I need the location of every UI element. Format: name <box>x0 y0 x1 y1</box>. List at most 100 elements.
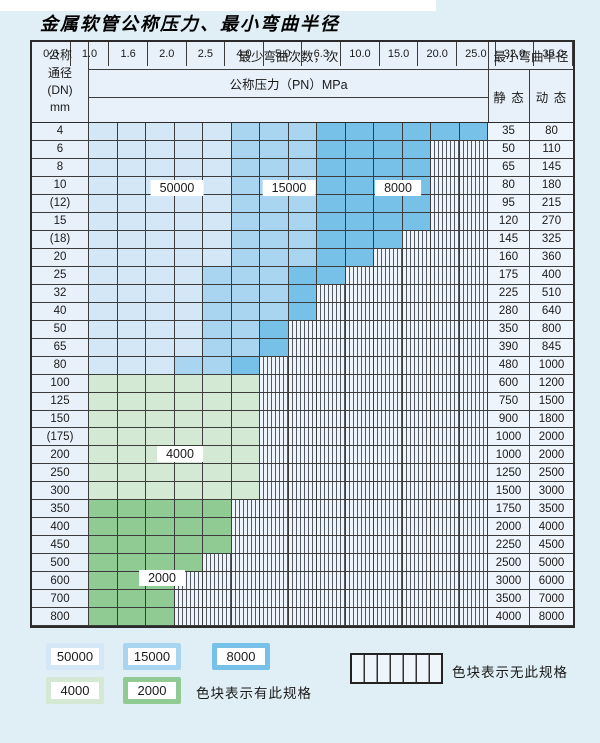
no-spec-cell <box>288 482 317 501</box>
no-spec-cell <box>288 590 317 609</box>
spec-cell <box>203 518 232 537</box>
spec-cell <box>174 482 203 501</box>
spec-cell <box>345 194 374 213</box>
table-row: 125 750 1500 <box>32 392 573 411</box>
legend-no-spec-swatch <box>350 653 443 684</box>
spec-cell <box>345 158 374 177</box>
legend-swatch: 4000 <box>46 677 104 704</box>
dynamic-value-cell: 6000 <box>530 572 573 591</box>
no-spec-cell <box>260 590 289 609</box>
spec-cell <box>146 140 175 159</box>
spec-cell <box>288 266 317 285</box>
spec-cell <box>146 500 175 519</box>
spec-cell <box>203 194 232 213</box>
spec-cell <box>231 302 260 321</box>
no-spec-cell <box>431 590 460 609</box>
no-spec-cell <box>374 284 403 303</box>
spec-cell <box>89 608 118 627</box>
no-spec-cell <box>317 482 346 501</box>
no-spec-cell <box>459 428 488 447</box>
dn-cell: 10 <box>32 176 89 195</box>
spec-cell <box>345 123 374 141</box>
dn-cell: 6 <box>32 140 89 159</box>
spec-cell <box>260 266 289 285</box>
no-spec-cell <box>431 230 460 249</box>
spec-cell <box>260 194 289 213</box>
static-value-cell: 1750 <box>488 500 530 519</box>
dynamic-value-cell: 1200 <box>530 374 573 393</box>
dynamic-value-cell: 4500 <box>530 536 573 555</box>
dynamic-value-cell: 8000 <box>530 608 573 627</box>
spec-cell <box>146 302 175 321</box>
pressure-header-cell: 25.0 <box>457 42 496 66</box>
no-spec-cell <box>345 428 374 447</box>
no-spec-cell <box>459 392 488 411</box>
dn-cell: 125 <box>32 392 89 411</box>
no-spec-cell <box>317 446 346 465</box>
spec-cell <box>231 284 260 303</box>
spec-cell <box>89 590 118 609</box>
spec-cell <box>117 284 146 303</box>
spec-cell <box>89 554 118 573</box>
spec-cell <box>231 338 260 357</box>
dynamic-value-cell: 3000 <box>530 482 573 501</box>
spec-cell <box>146 230 175 249</box>
no-spec-cell <box>459 176 488 195</box>
no-spec-cell <box>431 500 460 519</box>
no-spec-cell <box>260 554 289 573</box>
no-spec-cell <box>374 590 403 609</box>
dynamic-value-cell: 845 <box>530 338 573 357</box>
dn-cell: 400 <box>32 518 89 537</box>
no-spec-cell <box>431 212 460 231</box>
spec-cell <box>117 518 146 537</box>
no-spec-cell <box>317 554 346 573</box>
spec-cell <box>231 392 260 411</box>
spec-cell <box>260 338 289 357</box>
spec-cell <box>317 123 346 141</box>
spec-cell <box>374 230 403 249</box>
no-spec-cell <box>402 302 431 321</box>
no-spec-cell <box>345 284 374 303</box>
no-spec-cell <box>431 446 460 465</box>
no-spec-cell <box>459 338 488 357</box>
table-row: 6 50 110 <box>32 140 573 159</box>
no-spec-cell <box>431 338 460 357</box>
table-row: 80 480 1000 <box>32 356 573 375</box>
spec-cell <box>288 284 317 303</box>
no-spec-cell <box>431 356 460 375</box>
no-spec-cell <box>402 284 431 303</box>
static-value-cell: 50 <box>488 140 530 159</box>
spec-cell <box>203 536 232 555</box>
spec-cell <box>203 500 232 519</box>
no-spec-cell <box>431 536 460 555</box>
spec-cell <box>89 536 118 555</box>
dn-cell: 4 <box>32 123 89 141</box>
no-spec-cell <box>459 518 488 537</box>
no-spec-cell <box>288 572 317 591</box>
spec-cell <box>288 140 317 159</box>
spec-cell <box>174 212 203 231</box>
spec-cell <box>117 338 146 357</box>
spec-cell <box>174 320 203 339</box>
spec-cell <box>203 392 232 411</box>
spec-cell <box>203 482 232 501</box>
spec-cell <box>174 140 203 159</box>
no-spec-cell <box>203 608 232 627</box>
pressure-header-cell: 20.0 <box>418 42 458 66</box>
no-spec-cell <box>317 572 346 591</box>
spec-cell <box>89 158 118 177</box>
spec-cell <box>317 266 346 285</box>
spec-cell <box>203 428 232 447</box>
no-spec-cell <box>345 410 374 429</box>
spec-cell <box>146 464 175 483</box>
spec-cell <box>203 176 232 195</box>
legend-swatch-value: 8000 <box>217 648 265 665</box>
spec-cell <box>174 410 203 429</box>
dn-cell: 40 <box>32 302 89 321</box>
spec-cell <box>146 284 175 303</box>
table-row: 300 1500 3000 <box>32 482 573 501</box>
no-spec-cell <box>345 536 374 555</box>
no-spec-cell <box>402 482 431 501</box>
no-spec-cell <box>345 554 374 573</box>
dynamic-value-cell: 2000 <box>530 428 573 447</box>
